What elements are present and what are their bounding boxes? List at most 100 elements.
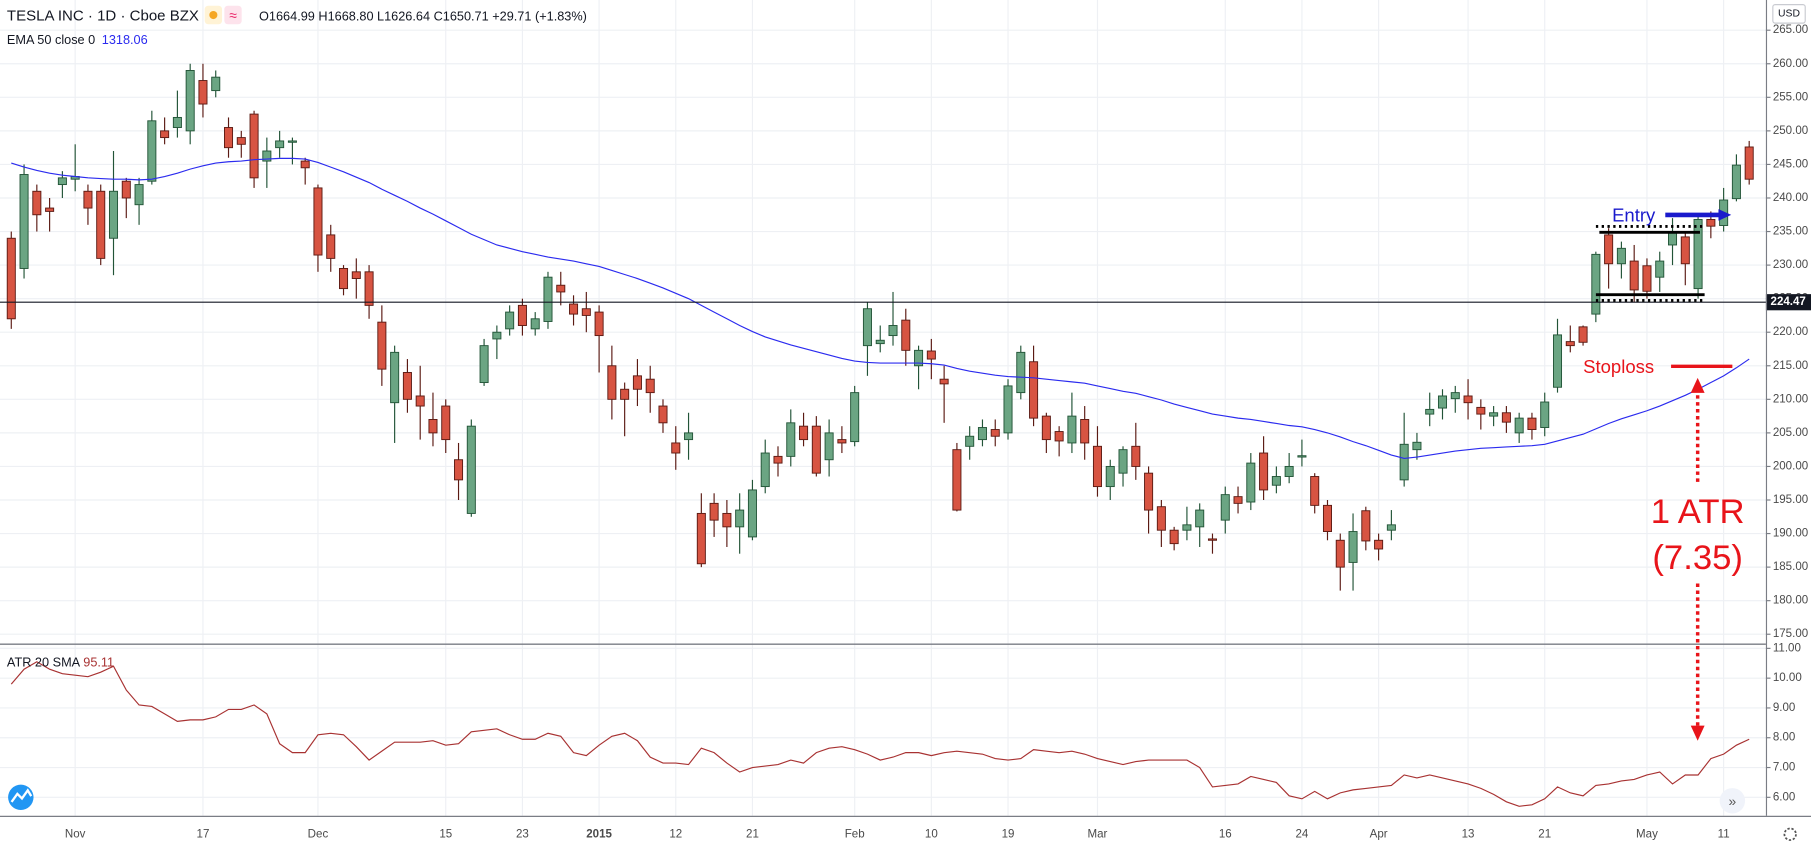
candle-body bbox=[1246, 462, 1256, 503]
atr-legend[interactable]: ATR 20 SMA bbox=[7, 655, 81, 670]
candle-body bbox=[1578, 326, 1588, 343]
candle-body bbox=[1386, 524, 1396, 531]
candle-body bbox=[45, 207, 55, 212]
y-tick-label: 200.00 bbox=[1773, 460, 1808, 472]
candle-body bbox=[620, 388, 630, 400]
settings-button[interactable] bbox=[1783, 827, 1797, 841]
candle-body bbox=[1259, 452, 1269, 491]
symbol-title[interactable]: TESLA INC · 1D · Cboe BZX bbox=[7, 8, 199, 25]
wave-icon[interactable] bbox=[224, 5, 242, 25]
candle-body bbox=[1425, 408, 1435, 415]
candle-body bbox=[147, 120, 157, 182]
candle-body bbox=[492, 331, 502, 340]
scroll-button[interactable] bbox=[1719, 788, 1746, 814]
candle-body bbox=[224, 127, 234, 149]
candle-body bbox=[454, 459, 464, 481]
atr-note-value: (7.35) bbox=[1652, 539, 1743, 577]
candle-body bbox=[722, 512, 732, 528]
candle-body bbox=[786, 422, 796, 457]
candle-body bbox=[1540, 401, 1550, 428]
x-tick-label: 13 bbox=[1462, 828, 1475, 840]
scroll-glyph: » bbox=[1729, 793, 1737, 809]
candle-body bbox=[760, 452, 770, 488]
candle-body bbox=[1680, 236, 1690, 265]
x-tick-label: 19 bbox=[1002, 828, 1015, 840]
candle-body bbox=[172, 116, 182, 128]
y-tick-label: 7.00 bbox=[1773, 762, 1795, 774]
candle-body bbox=[1642, 265, 1652, 292]
y-tick-label: 255.00 bbox=[1773, 91, 1808, 103]
candle-body bbox=[6, 237, 16, 320]
x-tick-label: May bbox=[1636, 828, 1658, 840]
x-tick-label: Dec bbox=[308, 828, 329, 840]
x-tick-label: 10 bbox=[925, 828, 938, 840]
indicator-line bbox=[10, 661, 1750, 807]
candle-body bbox=[671, 442, 681, 454]
candle-body bbox=[1693, 219, 1703, 290]
candle-body bbox=[1374, 539, 1384, 550]
candle-body bbox=[1054, 431, 1064, 442]
candle-body bbox=[326, 234, 336, 259]
candle-body bbox=[1412, 441, 1422, 451]
candle-body bbox=[160, 130, 170, 139]
entry-label: Entry bbox=[1612, 204, 1656, 225]
currency-box[interactable] bbox=[1772, 4, 1806, 24]
candle-body bbox=[1271, 476, 1281, 486]
y-tick-label: 10.00 bbox=[1773, 672, 1802, 684]
currency: USD bbox=[1778, 8, 1800, 19]
x-tick-label: 16 bbox=[1219, 828, 1232, 840]
annotations: Entry Stoploss 1 ATR (7.35) bbox=[1583, 204, 1745, 741]
candle-body bbox=[556, 284, 566, 293]
candle-body bbox=[1476, 406, 1486, 415]
candle-body bbox=[1284, 465, 1294, 477]
ohlc-values: O1664.99 H1668.80 L1626.64 C1650.71 +29.… bbox=[259, 9, 587, 24]
candle-body bbox=[351, 271, 361, 279]
x-tick-label: 21 bbox=[746, 828, 759, 840]
candle-body bbox=[339, 267, 349, 290]
arrow-head bbox=[1690, 725, 1705, 741]
candle-body bbox=[1131, 445, 1141, 467]
candle-body bbox=[364, 271, 374, 306]
candle-body bbox=[249, 113, 259, 179]
indicator-line bbox=[11, 157, 1750, 459]
candle-body bbox=[914, 349, 924, 367]
candle-body bbox=[1437, 395, 1448, 409]
candle-body bbox=[875, 339, 885, 345]
candle-body bbox=[1156, 506, 1166, 531]
x-tick-label: 17 bbox=[197, 828, 210, 840]
candle-body bbox=[850, 392, 860, 443]
y-tick-label: 205.00 bbox=[1773, 427, 1808, 439]
x-tick-label: Nov bbox=[65, 828, 86, 840]
candle-body bbox=[594, 311, 604, 337]
candle-body bbox=[607, 365, 617, 400]
arrow-head bbox=[1690, 377, 1705, 393]
ema-value: 1318.06 bbox=[102, 32, 148, 47]
candle-body bbox=[1616, 247, 1626, 265]
candle-body bbox=[275, 140, 285, 149]
candle-body bbox=[1297, 455, 1307, 458]
x-tick-label: 23 bbox=[516, 828, 529, 840]
candle-body bbox=[441, 405, 451, 441]
candle-body bbox=[1489, 412, 1499, 417]
candle-body bbox=[1233, 496, 1243, 504]
y-tick-label: 6.00 bbox=[1773, 791, 1795, 803]
candle-body bbox=[1195, 509, 1205, 528]
candle-body bbox=[377, 321, 387, 370]
candle-body bbox=[517, 304, 527, 326]
candle-body bbox=[96, 190, 106, 259]
candle-body bbox=[32, 190, 42, 216]
candle-body bbox=[1080, 419, 1090, 444]
candle-body bbox=[684, 432, 694, 441]
y-tick-label: 220.00 bbox=[1773, 326, 1808, 338]
candle-body bbox=[1450, 392, 1460, 400]
candle-body bbox=[709, 502, 719, 521]
ema-legend[interactable]: EMA 50 close 0 bbox=[7, 32, 95, 47]
candle-body bbox=[57, 177, 67, 186]
candle-body bbox=[1399, 443, 1409, 481]
candle-body bbox=[1144, 472, 1154, 511]
candle-body bbox=[1169, 529, 1179, 545]
candle-body bbox=[1029, 361, 1039, 419]
stoploss-label: Stoploss bbox=[1583, 356, 1654, 377]
